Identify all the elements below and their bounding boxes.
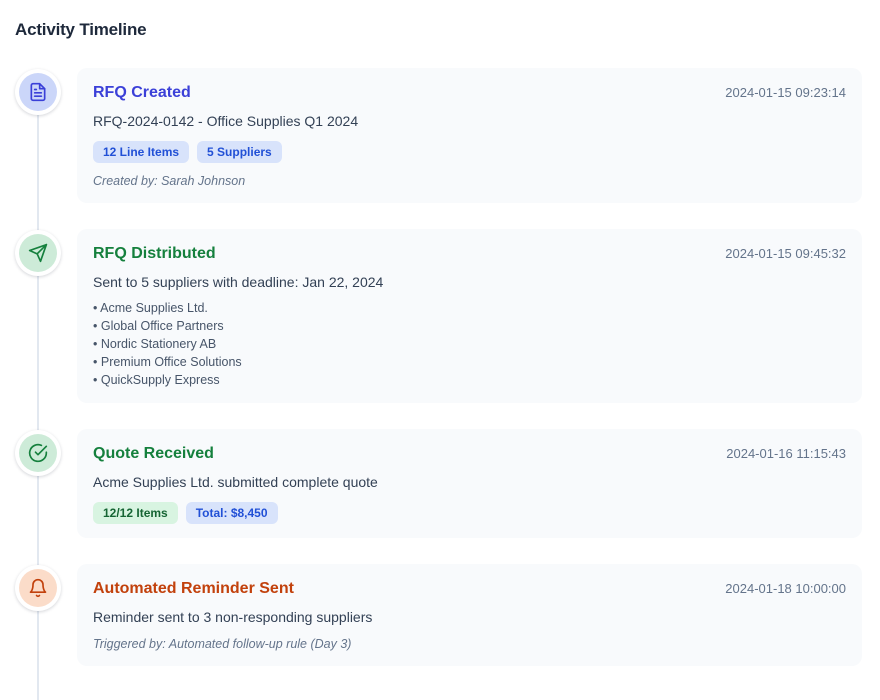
event-marker-circle (19, 434, 57, 472)
timeline: RFQ Created 2024-01-15 09:23:14 RFQ-2024… (14, 68, 862, 700)
event-card: RFQ Created 2024-01-15 09:23:14 RFQ-2024… (77, 68, 862, 203)
event-marker (15, 430, 61, 476)
event-card-header: Automated Reminder Sent 2024-01-18 10:00… (93, 579, 846, 599)
supplier-list-item: Premium Office Solutions (93, 353, 846, 371)
event-timestamp: 2024-01-18 10:00:00 (725, 581, 846, 596)
event-badges: 12/12 Items Total: $8,450 (93, 502, 846, 524)
event-timestamp: 2024-01-16 11:15:43 (726, 446, 846, 461)
event-marker-circle (19, 73, 57, 111)
event-title: RFQ Distributed (93, 245, 216, 262)
event-marker-circle (19, 569, 57, 607)
event-title: Automated Reminder Sent (93, 580, 294, 597)
timeline-event-rfq-distributed: RFQ Distributed 2024-01-15 09:45:32 Sent… (14, 229, 862, 403)
document-icon (30, 82, 46, 102)
event-supplier-list: Acme Supplies Ltd.Global Office Partners… (93, 299, 846, 389)
send-icon (28, 243, 48, 263)
badge: 5 Suppliers (197, 141, 282, 163)
bell-icon (29, 578, 47, 598)
supplier-list-item: Global Office Partners (93, 317, 846, 335)
event-marker (15, 230, 61, 276)
supplier-list-item: Acme Supplies Ltd. (93, 299, 846, 317)
page-title: Activity Timeline (15, 20, 147, 39)
badge: 12/12 Items (93, 502, 178, 524)
event-title: Quote Received (93, 445, 214, 462)
event-description: Acme Supplies Ltd. submitted complete qu… (93, 474, 378, 490)
event-description: Reminder sent to 3 non-responding suppli… (93, 609, 373, 625)
event-card-header: Quote Received 2024-01-16 11:15:43 (93, 444, 846, 464)
supplier-list-item: Nordic Stationery AB (93, 335, 846, 353)
badge: Total: $8,450 (185, 502, 278, 524)
event-marker-circle (19, 234, 57, 272)
event-description: Sent to 5 suppliers with deadline: Jan 2… (93, 274, 384, 290)
event-description: RFQ-2024-0142 - Office Supplies Q1 2024 (93, 113, 359, 129)
event-card: RFQ Distributed 2024-01-15 09:45:32 Sent… (77, 229, 862, 403)
supplier-list-item: QuickSupply Express (93, 371, 846, 389)
timeline-event-rfq-created: RFQ Created 2024-01-15 09:23:14 RFQ-2024… (14, 68, 862, 203)
timeline-event-quote-received: Quote Received 2024-01-16 11:15:43 Acme … (14, 429, 862, 538)
event-marker (15, 565, 61, 611)
event-title: RFQ Created (93, 84, 191, 101)
check-circle-icon (28, 443, 48, 463)
event-card: Quote Received 2024-01-16 11:15:43 Acme … (77, 429, 862, 538)
timeline-event-automated-reminder-sent: Automated Reminder Sent 2024-01-18 10:00… (14, 564, 862, 666)
event-card-header: RFQ Created 2024-01-15 09:23:14 (93, 83, 846, 103)
event-marker (15, 69, 61, 115)
event-meta: Created by: Sarah Johnson (93, 174, 246, 188)
event-timestamp: 2024-01-15 09:45:32 (725, 246, 846, 261)
badge: 12 Line Items (93, 141, 190, 163)
event-meta: Triggered by: Automated follow-up rule (… (93, 637, 352, 651)
event-timestamp: 2024-01-15 09:23:14 (725, 85, 846, 100)
event-card-header: RFQ Distributed 2024-01-15 09:45:32 (93, 244, 846, 264)
event-badges: 12 Line Items 5 Suppliers (93, 141, 846, 163)
event-card: Automated Reminder Sent 2024-01-18 10:00… (77, 564, 862, 666)
